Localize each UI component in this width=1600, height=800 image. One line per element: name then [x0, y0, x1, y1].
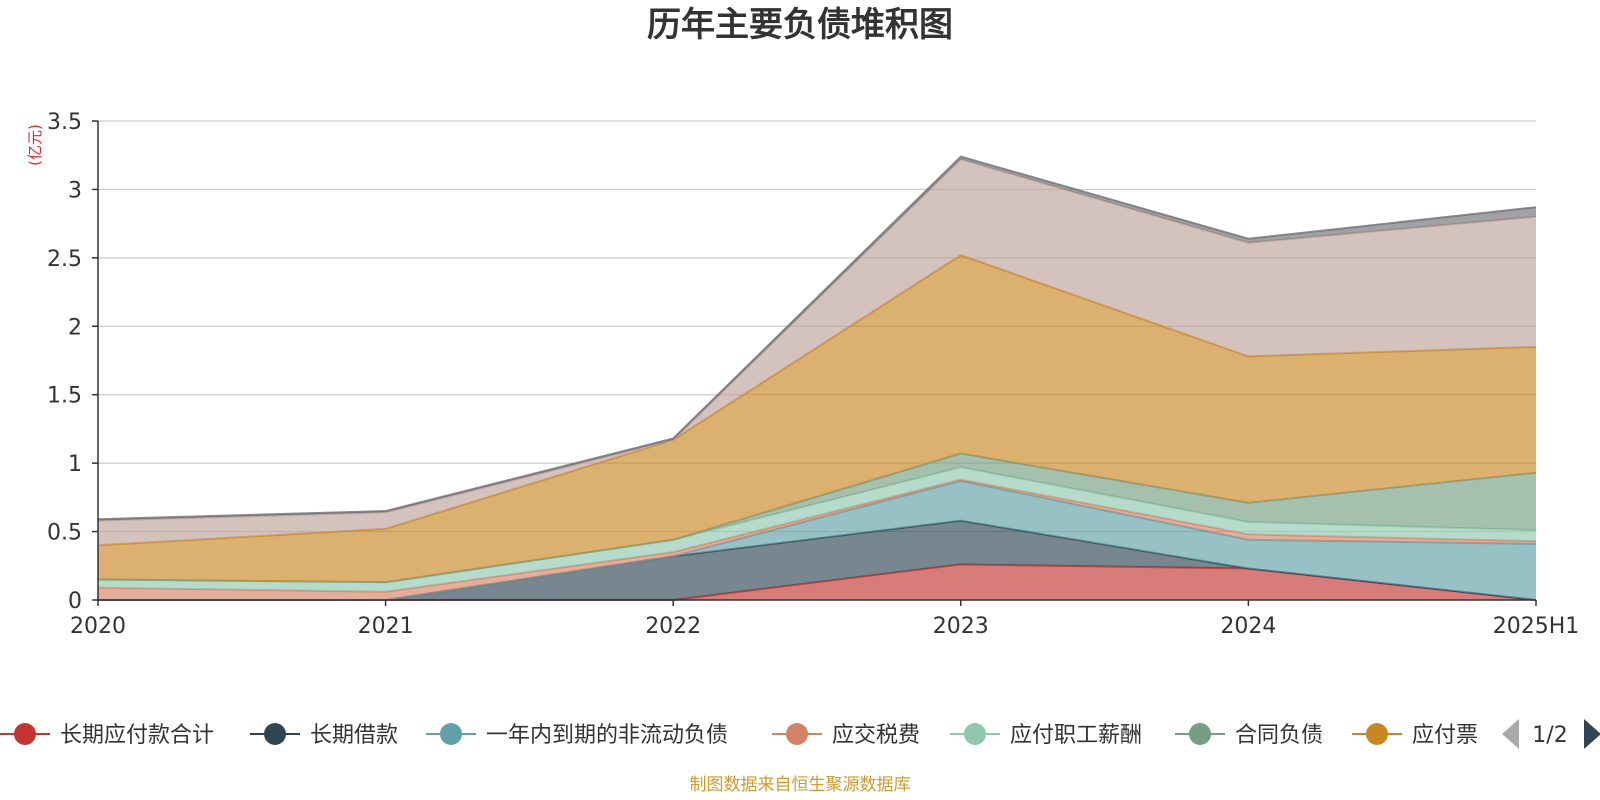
legend-circle-icon: [1189, 723, 1211, 745]
legend-circle-icon: [786, 723, 808, 745]
area-series-7: [98, 159, 1536, 546]
legend-circle-icon: [440, 723, 462, 745]
area-series-1: [98, 520, 1536, 600]
y-tick-label: 2: [68, 315, 82, 340]
x-axis-tick-labels: 2020 2021 2022 2023 2024 2025H1: [70, 600, 1579, 639]
y-tick-label: 1.5: [47, 384, 82, 409]
legend-label: 长期借款: [310, 723, 398, 748]
legend-label: 长期应付款合计: [60, 723, 214, 748]
legend-item[interactable]: 一年内到期的非流动负债: [426, 723, 728, 748]
area-series-line-8: [97, 155, 1537, 521]
y-tick-label: 0: [68, 589, 82, 614]
x-tick-label: 2022: [645, 614, 701, 639]
x-tick-label: 2020: [70, 614, 126, 639]
x-tick-label: 2021: [358, 614, 414, 639]
area-series-3: [98, 479, 1536, 600]
legend-circle-icon: [14, 723, 36, 745]
triangle-right-icon[interactable]: [1584, 719, 1600, 749]
legend-label: 应付职工薪酬: [1010, 723, 1142, 748]
legend-item[interactable]: 应付票: [1352, 723, 1478, 748]
y-axis-unit-label: (亿元): [26, 124, 44, 166]
legend-item[interactable]: 应付职工薪酬: [950, 723, 1142, 748]
series-areas: [97, 155, 1537, 601]
x-tick-label: 2025H1: [1493, 614, 1580, 639]
legend-pager: 1/2: [1502, 719, 1600, 749]
triangle-left-icon[interactable]: [1502, 719, 1519, 749]
chart-title: 历年主要负债堆积图: [647, 5, 953, 45]
legend-label: 应付票: [1412, 723, 1478, 748]
axes: [97, 121, 1536, 601]
y-tick-label: 0.5: [47, 521, 82, 546]
area-series-4: [98, 467, 1536, 592]
data-source-note: 制图数据来自恒生聚源数据库: [690, 775, 911, 795]
x-tick-label: 2023: [933, 614, 989, 639]
legend-item[interactable]: 应交税费: [772, 723, 920, 748]
legend-item[interactable]: 长期借款: [250, 723, 398, 748]
y-tick-label: 3: [68, 178, 82, 203]
y-tick-label: 2.5: [47, 247, 82, 272]
legend-item[interactable]: 长期应付款合计: [0, 723, 214, 748]
legend-label: 合同负债: [1235, 723, 1323, 748]
area-series-5: [98, 453, 1536, 583]
area-series-6: [98, 255, 1536, 583]
y-axis-tick-labels: 0 0.5 1 1.5 2 2.5 3 3.5: [47, 110, 98, 614]
y-tick-label: 3.5: [47, 110, 82, 135]
legend-label: 应交税费: [832, 723, 920, 748]
y-tick-label: 1: [68, 452, 82, 477]
legend-circle-icon: [964, 723, 986, 745]
x-tick-label: 2024: [1220, 614, 1276, 639]
legend-circle-icon: [1366, 723, 1388, 745]
legend: 长期应付款合计 长期借款 一年内到期的非流动负债 应交税费 应付职工薪酬 合同负债 应付票: [0, 723, 1478, 748]
legend-page-indicator: 1/2: [1532, 723, 1567, 748]
legend-circle-icon: [264, 723, 286, 745]
legend-label: 一年内到期的非流动负债: [486, 723, 728, 748]
legend-item[interactable]: 合同负债: [1175, 723, 1323, 748]
